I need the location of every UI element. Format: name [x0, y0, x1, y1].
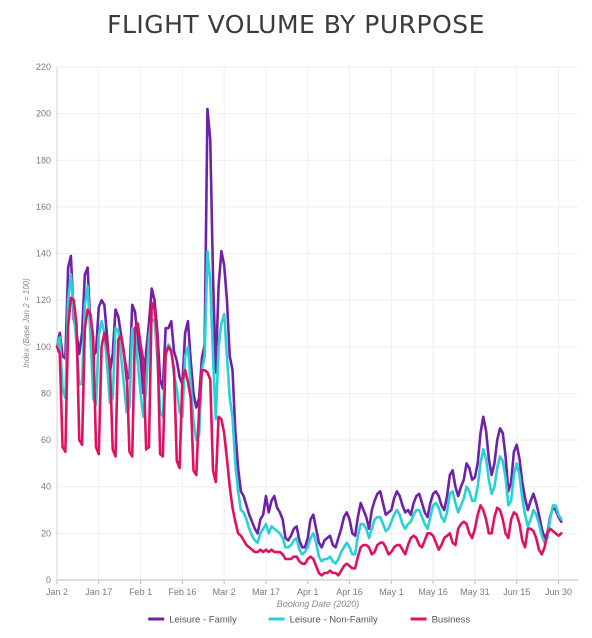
- x-axis-label: Booking Date (2020): [277, 599, 360, 609]
- series-line-0: [55, 107, 563, 549]
- y-tick-label: 40: [41, 482, 51, 492]
- y-axis-label: Index (Base Jan 2 = 100): [22, 278, 31, 368]
- y-tick-label: 80: [41, 388, 51, 398]
- x-tick-label: Apr 1: [297, 587, 319, 597]
- y-tick-label: 140: [36, 249, 51, 259]
- y-tick-label: 20: [41, 528, 51, 538]
- y-tick-label: 220: [36, 62, 51, 72]
- x-tick-label: Feb 1: [129, 587, 152, 597]
- x-tick-label: Jun 15: [503, 587, 530, 597]
- y-tick-label: 120: [36, 295, 51, 305]
- x-tick-label: Mar 2: [213, 587, 236, 597]
- y-tick-label: 180: [36, 155, 51, 165]
- y-tick-label: 60: [41, 435, 51, 445]
- x-axis: Jan 2 Jan 17 Feb 1 Feb 16 Mar 2 Mar 17 Apr 1 Ap…: [46, 580, 572, 597]
- x-tick-label: Apr 16: [336, 587, 363, 597]
- y-tick-label: 200: [36, 109, 51, 119]
- y-tick-label: 100: [36, 342, 51, 352]
- x-tick-label: Jan 2: [46, 587, 68, 597]
- x-tick-label: May 1: [379, 587, 404, 597]
- x-tick-label: Jun 30: [545, 587, 572, 597]
- legend-label-1: Leisure - Non-Family: [290, 615, 378, 626]
- y-tick-label: 160: [36, 202, 51, 212]
- legend-label-2: Business: [432, 615, 471, 626]
- legend-label-0: Leisure - Family: [169, 615, 237, 626]
- y-tick-label: 0: [46, 575, 51, 585]
- y-axis: 0 20 40 60 80 100 120 140 160 180 200 220: [36, 62, 58, 585]
- legend: Leisure - Family Leisure - Non-Family Busi…: [148, 615, 470, 626]
- x-tick-label: May 31: [460, 587, 490, 597]
- chart-title: FLIGHT VOLUME BY PURPOSE: [107, 10, 485, 39]
- series-layer: [55, 107, 563, 577]
- series-line-2: [55, 296, 563, 577]
- series-line-1: [55, 249, 563, 565]
- x-tick-label: Feb 16: [168, 587, 196, 597]
- grid-layer: [56, 66, 578, 581]
- x-tick-label: May 16: [418, 587, 448, 597]
- x-tick-label: Mar 17: [252, 587, 280, 597]
- x-tick-label: Jan 17: [85, 587, 112, 597]
